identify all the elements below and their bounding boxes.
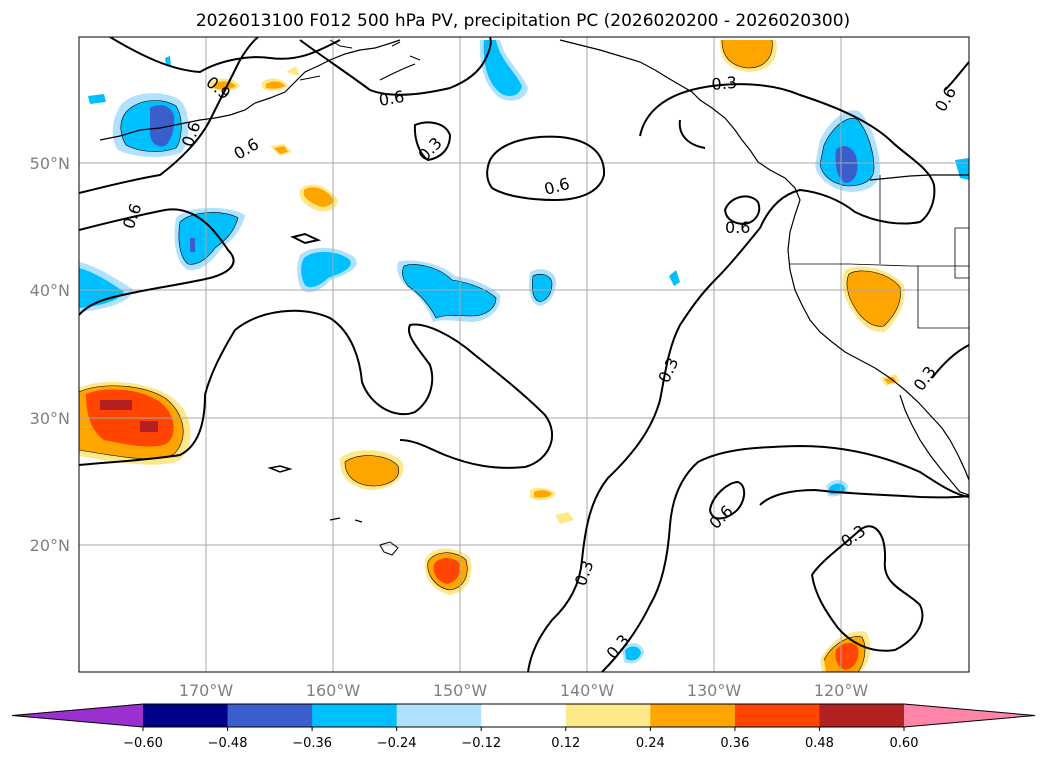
lon-label: 150°W — [433, 681, 488, 700]
latitude-labels: 50°N 40°N 30°N 20°N — [30, 154, 70, 555]
map-panel: 0.9 0.6 0.6 0.3 0.6 0.6 0.6 0.3 0.6 0.6 … — [79, 37, 969, 672]
precip-positive-anomalies — [79, 40, 905, 672]
colorbar-tick-label: −0.60 — [123, 736, 163, 751]
colorbar-tick-label: −0.24 — [377, 736, 417, 751]
colorbar-tick-label: 0.48 — [805, 736, 834, 751]
colorbar-extend-high — [904, 704, 1035, 727]
map-gridlines — [79, 37, 969, 672]
colorbar-cell — [734, 704, 820, 727]
pv-contour-label: 0.6 — [725, 218, 750, 237]
lat-label: 50°N — [30, 154, 70, 173]
colorbar-cell — [650, 704, 736, 727]
colorbar-cell — [143, 704, 229, 727]
lon-label: 140°W — [560, 681, 615, 700]
colorbar-cell — [396, 704, 482, 727]
precip-negative-anomalies — [79, 40, 969, 664]
colorbar-cell — [312, 704, 398, 727]
figure-title: 2026013100 F012 500 hPa PV, precipitatio… — [196, 11, 850, 31]
colorbar-tick-label: 0.60 — [890, 736, 919, 751]
coastlines — [99, 39, 969, 556]
lon-label: 130°W — [687, 681, 742, 700]
colorbar-tick-label: 0.12 — [551, 736, 580, 751]
map-frame — [78, 36, 970, 673]
colorbar-cell — [227, 704, 313, 727]
colorbar-extend-low — [12, 704, 143, 727]
colorbar-tick-label: 0.24 — [636, 736, 665, 751]
longitude-labels: 170°W 160°W 150°W 140°W 130°W 120°W — [179, 681, 869, 700]
pv-contours — [79, 37, 969, 672]
lat-label: 30°N — [30, 409, 70, 428]
lon-label: 170°W — [179, 681, 234, 700]
colorbar-tick-label: −0.48 — [208, 736, 248, 751]
precip-outlines — [79, 39, 901, 672]
lon-label: 120°W — [814, 681, 869, 700]
colorbar-cell — [819, 704, 905, 727]
colorbar-cell — [565, 704, 651, 727]
colorbar-tick-label: −0.12 — [461, 736, 501, 751]
colorbar: −0.60 −0.48 −0.36 −0.24 −0.12 0.12 0.24 0.36 0.4… — [11, 703, 1036, 751]
colorbar-tick-label: 0.36 — [720, 736, 749, 751]
lat-label: 40°N — [30, 281, 70, 300]
pv-contour-label: 0.3 — [711, 73, 738, 94]
lon-label: 160°W — [306, 681, 361, 700]
pv-contour-label: 0.6 — [377, 87, 405, 110]
colorbar-tick-label: −0.36 — [292, 736, 332, 751]
colorbar-cell — [481, 704, 567, 727]
lat-label: 20°N — [30, 536, 70, 555]
